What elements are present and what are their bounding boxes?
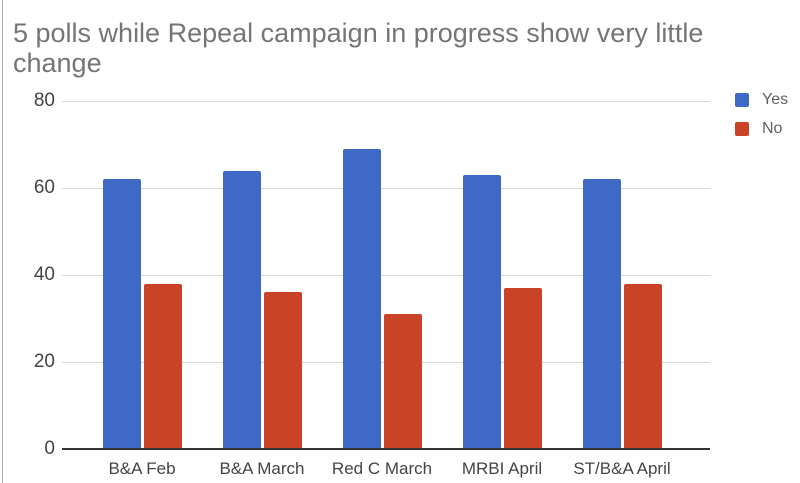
bar-yes-b-a-feb[interactable] xyxy=(102,179,141,449)
chart-title: 5 polls while Repeal campaign in progres… xyxy=(13,18,704,78)
bar-group-st-b-a-april xyxy=(562,101,682,449)
bar-group-b-a-march xyxy=(202,101,322,449)
bar-no-red-c-march[interactable] xyxy=(383,314,422,449)
y-tick-label-20: 20 xyxy=(33,351,55,372)
legend-swatch-icon xyxy=(735,93,749,107)
bar-yes-red-c-march[interactable] xyxy=(342,148,381,449)
gridline-40 xyxy=(62,274,710,276)
gridline-60 xyxy=(62,187,710,189)
x-axis: B&A Feb B&A March Red C March MRBI April ST/… xyxy=(62,458,710,482)
bar-no-b-a-feb[interactable] xyxy=(143,283,182,449)
window-left-border xyxy=(2,0,3,483)
x-tick-label-red-c-march: Red C March xyxy=(331,459,433,478)
x-tick-label-st-b-a-april: ST/B&A April xyxy=(573,459,671,478)
legend-label: Yes xyxy=(762,91,789,108)
legend-item-yes[interactable]: Yes xyxy=(735,92,788,108)
x-tick-label-b-a-feb: B&A Feb xyxy=(108,459,176,478)
plot-area xyxy=(62,100,710,450)
y-tick-label-40: 40 xyxy=(33,264,55,285)
legend-swatch-icon xyxy=(735,122,749,136)
bar-no-mrbi-april[interactable] xyxy=(503,288,542,449)
legend: Yes No xyxy=(735,92,788,150)
bar-yes-st-b-a-april[interactable] xyxy=(582,179,621,449)
bar-group-red-c-march xyxy=(322,101,442,449)
y-axis: 0 20 40 60 80 xyxy=(0,91,55,459)
legend-item-no[interactable]: No xyxy=(735,121,788,137)
x-tick-label-mrbi-april: MRBI April xyxy=(461,459,543,478)
x-tick-label-b-a-march: B&A March xyxy=(219,459,305,478)
bar-group-b-a-feb xyxy=(82,101,202,449)
gridline-80 xyxy=(62,100,710,102)
bar-group-mrbi-april xyxy=(442,101,562,449)
bar-no-b-a-march[interactable] xyxy=(263,292,302,449)
bar-yes-mrbi-april[interactable] xyxy=(462,174,501,449)
x-axis-line xyxy=(62,448,710,450)
y-tick-label-60: 60 xyxy=(33,177,55,198)
legend-label: No xyxy=(762,120,783,137)
bar-no-st-b-a-april[interactable] xyxy=(623,283,662,449)
y-tick-label-0: 0 xyxy=(44,438,55,459)
bar-yes-b-a-march[interactable] xyxy=(222,170,261,449)
y-tick-label-80: 80 xyxy=(33,90,55,111)
